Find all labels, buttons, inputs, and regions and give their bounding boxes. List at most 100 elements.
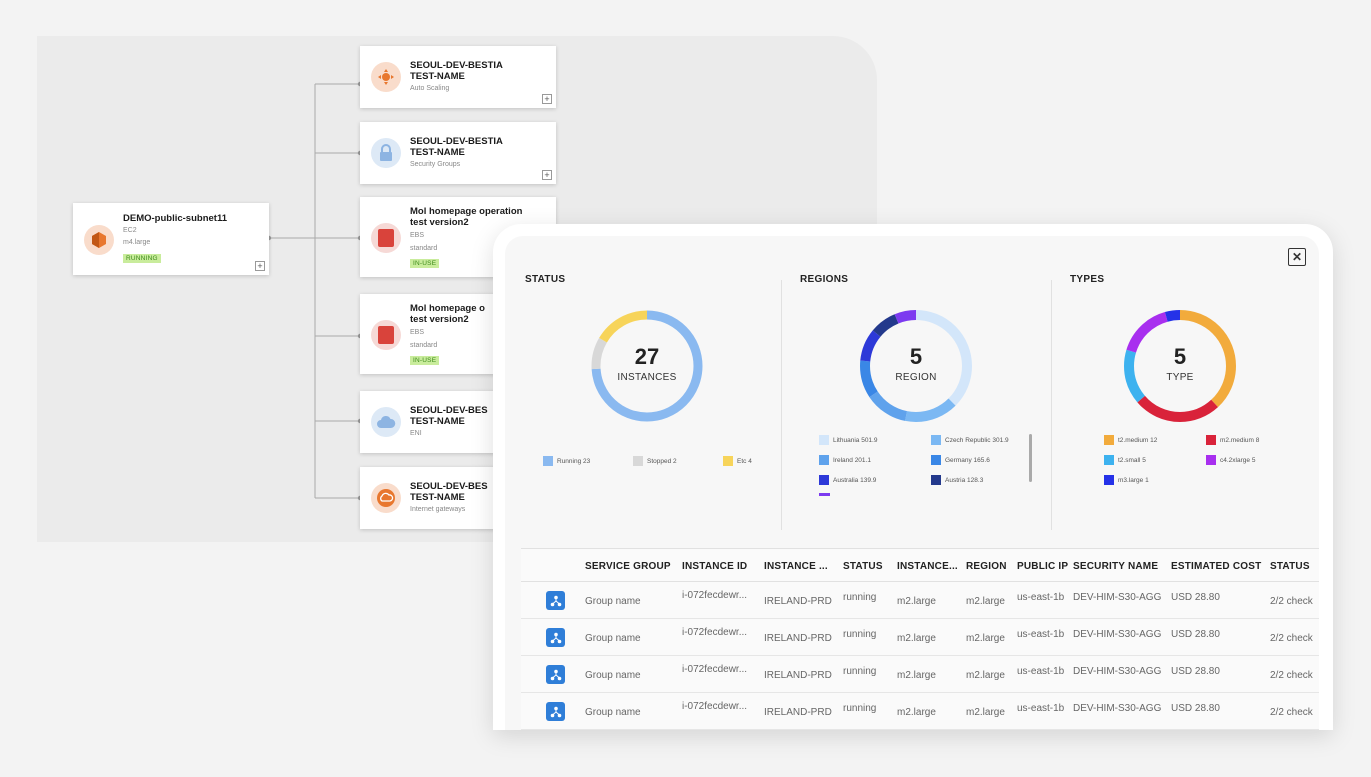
internet-gateway-icon xyxy=(371,483,401,513)
cell-estimated-cost: USD 28.80 xyxy=(1171,592,1220,603)
col-region[interactable]: REGION xyxy=(966,561,1007,572)
child-node-title: Mol homepage operation test version2 xyxy=(410,206,523,228)
cell-instance-type: m2.large xyxy=(897,633,936,644)
col-estimated-cost[interactable]: ESTIMATED COST xyxy=(1171,561,1262,572)
network-node-icon xyxy=(546,665,565,684)
table-row[interactable]: Group name i-072fecdewr... IRELAND-PRD r… xyxy=(521,582,1319,619)
legend-overflow-swatch xyxy=(819,493,830,496)
summary-modal: ✕ STATUS 27 INSTANCES Running 23 Stopped… xyxy=(493,224,1333,730)
legend-item-region: Austria 128.3 xyxy=(931,475,983,485)
types-count-label: TYPE xyxy=(1166,372,1194,383)
col-status-check[interactable]: STATUS xyxy=(1270,561,1310,572)
table-row[interactable]: Group name i-072fecdewr... IRELAND-PRD r… xyxy=(521,619,1319,656)
cell-instance-id: i-072fecdewr... xyxy=(682,701,748,712)
child-node-type: ENI xyxy=(410,430,422,437)
network-node-icon xyxy=(546,702,565,721)
child-node-title: SEOUL-DEV-BES TEST-NAME xyxy=(410,481,488,503)
ebs-volume-icon xyxy=(371,223,401,253)
cell-instance-id: i-072fecdewr... xyxy=(682,590,748,601)
legend-item-type: c4.2xlarge 5 xyxy=(1206,455,1255,465)
section-divider xyxy=(781,280,782,530)
root-node-ec2[interactable]: DEMO-public-subnet11 EC2 m4.large RUNNIN… xyxy=(73,203,269,275)
child-node-volume-type: standard xyxy=(410,342,438,349)
child-node-title: SEOUL-DEV-BES TEST-NAME xyxy=(410,405,488,427)
legend-item-region: Lithuania 501.9 xyxy=(819,435,877,445)
cell-status: running xyxy=(843,666,877,677)
child-node-title: SEOUL-DEV-BESTIA TEST-NAME xyxy=(410,60,503,82)
cell-service-group: Group name xyxy=(585,633,641,644)
regions-donut-chart xyxy=(860,310,972,422)
legend-item-region: Germany 165.6 xyxy=(931,455,990,465)
cell-instance-name: IRELAND-PRD xyxy=(764,633,832,644)
regions-section-title: REGIONS xyxy=(800,274,849,285)
status-donut-chart xyxy=(591,310,703,422)
close-icon[interactable]: ✕ xyxy=(1288,248,1306,266)
expand-plus-icon[interactable]: + xyxy=(542,170,552,180)
col-instance-id[interactable]: INSTANCE ID xyxy=(682,561,748,572)
ec2-instance-icon xyxy=(84,225,114,255)
legend-item-stopped: Stopped 2 xyxy=(633,456,677,466)
child-node-type: Internet gateways xyxy=(410,506,466,513)
col-security-name[interactable]: SECURITY NAME xyxy=(1073,561,1159,572)
table-row[interactable]: Group name i-072fecdewr... IRELAND-PRD r… xyxy=(521,693,1319,730)
cell-instance-id: i-072fecdewr... xyxy=(682,664,748,675)
cell-estimated-cost: USD 28.80 xyxy=(1171,666,1220,677)
section-divider xyxy=(1051,280,1052,530)
cell-public-ip: us-east-1b xyxy=(1017,592,1065,603)
child-node-title: Mol homepage o test version2 xyxy=(410,303,485,325)
cell-status-check: 2/2 check xyxy=(1270,596,1313,607)
lock-icon xyxy=(371,138,401,168)
cell-status: running xyxy=(843,703,877,714)
network-node-icon xyxy=(546,591,565,610)
cell-service-group: Group name xyxy=(585,707,641,718)
col-public-ip[interactable]: PUBLIC IP xyxy=(1017,561,1069,572)
col-status[interactable]: STATUS xyxy=(843,561,883,572)
col-service-group[interactable]: SERVICE GROUP xyxy=(585,561,671,572)
legend-item-type: m2.medium 8 xyxy=(1206,435,1259,445)
cell-status-check: 2/2 check xyxy=(1270,633,1313,644)
status-section-title: STATUS xyxy=(525,274,566,285)
cell-security-name: DEV-HIM-S30-AGG xyxy=(1073,666,1162,677)
root-node-title: DEMO-public-subnet11 xyxy=(123,213,227,224)
cell-status-check: 2/2 check xyxy=(1270,707,1313,718)
status-badge: RUNNING xyxy=(123,254,161,263)
cell-instance-type: m2.large xyxy=(897,707,936,718)
cell-instance-type: m2.large xyxy=(897,596,936,607)
col-instance-type[interactable]: INSTANCE... xyxy=(897,561,958,572)
legend-item-type: m3.large 1 xyxy=(1104,475,1149,485)
regions-count-label: REGION xyxy=(895,372,937,383)
cell-public-ip: us-east-1b xyxy=(1017,666,1065,677)
cell-region: m2.large xyxy=(966,633,1005,644)
status-count: 27 xyxy=(634,344,660,369)
ebs-volume-icon xyxy=(371,320,401,350)
cell-service-group: Group name xyxy=(585,596,641,607)
legend-item-region: Ireland 201.1 xyxy=(819,455,871,465)
legend-item-region: Czech Republic 301.9 xyxy=(931,435,1009,445)
cell-status: running xyxy=(843,592,877,603)
cell-instance-type: m2.large xyxy=(897,670,936,681)
col-instance-name[interactable]: INSTANCE ... xyxy=(764,561,828,572)
legend-scrollbar[interactable] xyxy=(1029,434,1032,482)
cell-region: m2.large xyxy=(966,670,1005,681)
status-badge: IN-USE xyxy=(410,356,440,365)
child-node-auto-scaling[interactable]: SEOUL-DEV-BESTIA TEST-NAME Auto Scaling + xyxy=(360,46,556,108)
expand-plus-icon[interactable]: + xyxy=(542,94,552,104)
status-badge: IN-USE xyxy=(410,259,440,268)
child-node-security-groups[interactable]: SEOUL-DEV-BESTIA TEST-NAME Security Group… xyxy=(360,122,556,184)
types-section-title: TYPES xyxy=(1070,274,1105,285)
legend-item-etc: Etc 4 xyxy=(723,456,752,466)
root-node-size: m4.large xyxy=(123,239,151,246)
cell-status: running xyxy=(843,629,877,640)
cell-security-name: DEV-HIM-S30-AGG xyxy=(1073,703,1162,714)
instance-table: SERVICE GROUP INSTANCE ID INSTANCE ... S… xyxy=(521,548,1319,730)
cell-security-name: DEV-HIM-S30-AGG xyxy=(1073,592,1162,603)
legend-item-running: Running 23 xyxy=(543,456,590,466)
status-count-label: INSTANCES xyxy=(617,372,677,383)
cell-instance-name: IRELAND-PRD xyxy=(764,596,832,607)
cell-estimated-cost: USD 28.80 xyxy=(1171,703,1220,714)
cell-service-group: Group name xyxy=(585,670,641,681)
topology-connectors xyxy=(266,81,363,501)
network-node-icon xyxy=(546,628,565,647)
table-row[interactable]: Group name i-072fecdewr... IRELAND-PRD r… xyxy=(521,656,1319,693)
expand-plus-icon[interactable]: + xyxy=(255,261,265,271)
